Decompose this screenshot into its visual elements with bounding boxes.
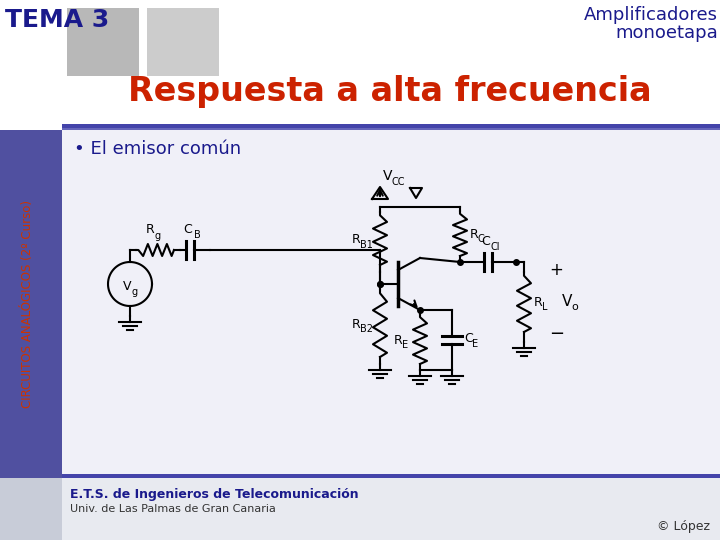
Text: o: o <box>571 302 577 312</box>
Text: B: B <box>194 230 200 240</box>
Text: C: C <box>464 332 473 345</box>
Text: R: R <box>352 233 361 246</box>
Text: L: L <box>542 302 547 312</box>
Text: V: V <box>122 280 131 293</box>
Text: C: C <box>482 235 490 248</box>
Text: B2: B2 <box>360 324 373 334</box>
Text: g: g <box>155 231 161 241</box>
Bar <box>67 8 139 76</box>
Bar <box>0 130 62 478</box>
Text: E: E <box>472 339 478 349</box>
Text: g: g <box>132 287 138 297</box>
Text: Cl: Cl <box>490 242 500 252</box>
Text: • El emisor común: • El emisor común <box>74 140 241 158</box>
Text: R: R <box>470 228 479 241</box>
Text: +: + <box>549 261 563 279</box>
Bar <box>0 478 62 540</box>
Text: R: R <box>394 334 402 347</box>
Text: Univ. de Las Palmas de Gran Canaria: Univ. de Las Palmas de Gran Canaria <box>70 504 276 514</box>
Bar <box>0 478 720 540</box>
Bar <box>62 128 720 130</box>
Bar <box>147 8 219 76</box>
Text: V: V <box>562 294 572 309</box>
Bar <box>62 478 720 540</box>
Text: C: C <box>184 223 192 236</box>
Bar <box>62 124 720 128</box>
Text: CC: CC <box>392 177 405 187</box>
Bar <box>62 130 720 478</box>
Bar <box>0 0 720 130</box>
Bar <box>62 474 720 478</box>
Text: B1: B1 <box>360 240 373 249</box>
Text: −: − <box>549 325 564 343</box>
Text: Respuesta a alta frecuencia: Respuesta a alta frecuencia <box>128 75 652 108</box>
Text: C: C <box>478 234 485 245</box>
Text: E.T.S. de Ingenieros de Telecomunicación: E.T.S. de Ingenieros de Telecomunicación <box>70 488 359 501</box>
Text: CIRCUITOS ANALÓGICOS (2º Curso): CIRCUITOS ANALÓGICOS (2º Curso) <box>22 200 35 408</box>
Text: Amplificadores: Amplificadores <box>584 6 718 24</box>
Text: V: V <box>383 169 392 183</box>
Text: E: E <box>402 340 408 350</box>
Text: monoetapa: monoetapa <box>616 24 718 42</box>
Text: R: R <box>534 295 543 308</box>
Text: R: R <box>145 223 154 236</box>
Text: R: R <box>352 318 361 330</box>
Text: © López: © López <box>657 520 710 533</box>
Text: TEMA 3: TEMA 3 <box>5 8 109 32</box>
